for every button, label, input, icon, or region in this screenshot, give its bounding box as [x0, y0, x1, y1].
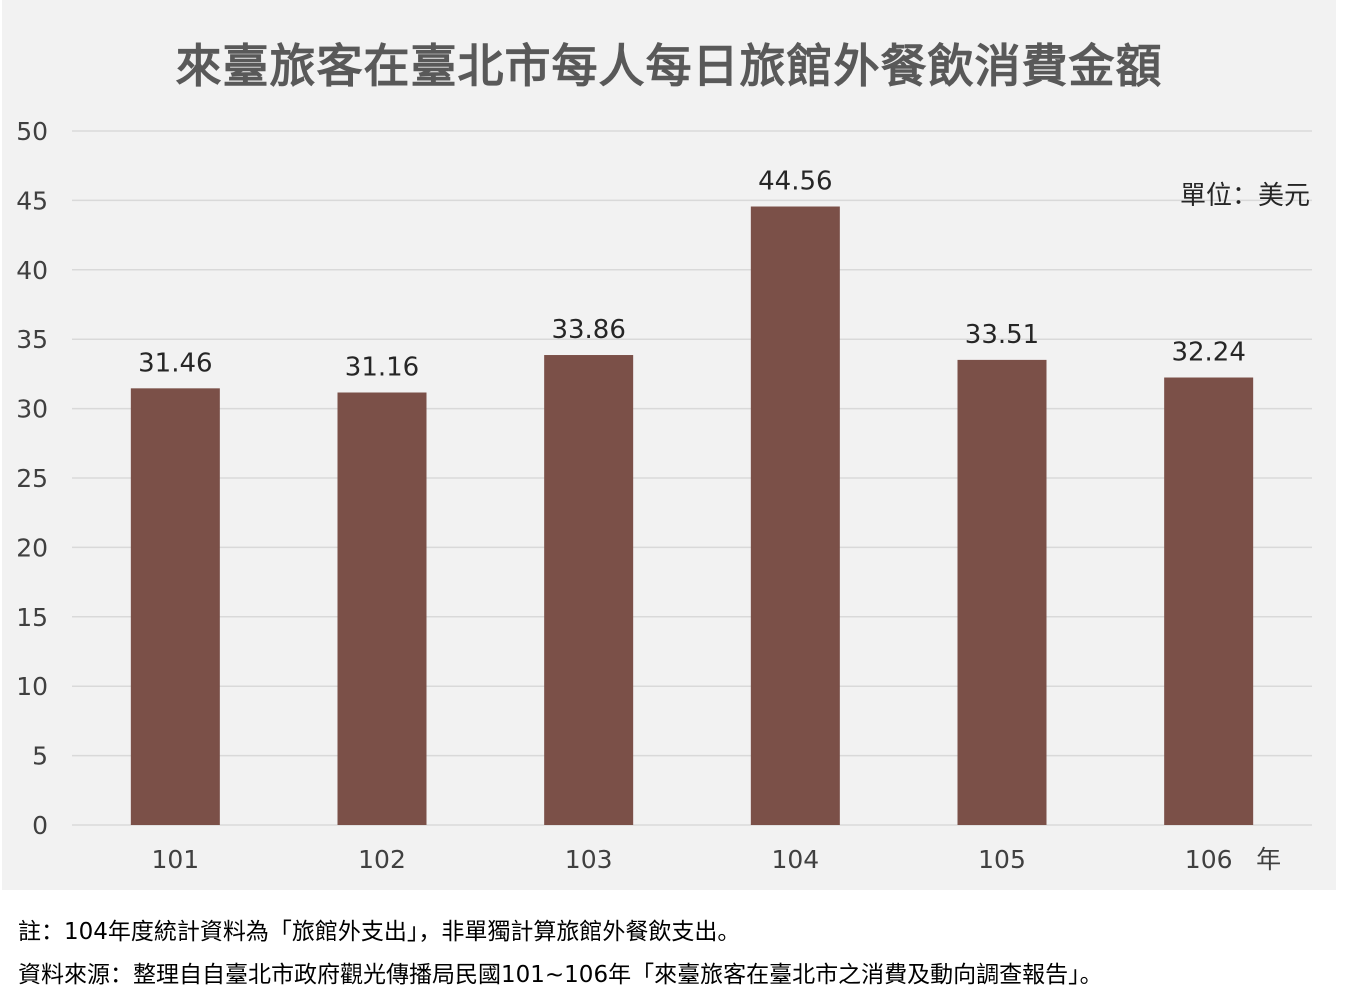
data-label: 31.16 — [345, 352, 419, 382]
source-note: 資料來源：整理自自臺北市政府觀光傳播局民國101~106年「來臺旅客在臺北市之消… — [18, 962, 1103, 988]
y-tick-label: 50 — [16, 117, 48, 146]
y-tick-label: 15 — [16, 603, 48, 632]
data-label: 33.51 — [965, 320, 1039, 350]
x-tick-label: 101 — [151, 845, 199, 874]
x-tick-label: 102 — [358, 845, 406, 874]
y-tick-label: 35 — [16, 325, 48, 354]
footnote: 註：104年度統計資料為「旅館外支出」，非單獨計算旅館外餐飲支出。 — [18, 919, 741, 945]
x-tick-label: 104 — [771, 845, 819, 874]
y-tick-label: 10 — [16, 672, 48, 701]
chart-title: 來臺旅客在臺北市每人每日旅館外餐飲消費金額 — [175, 39, 1163, 93]
bar — [750, 206, 840, 825]
bar — [544, 355, 634, 825]
bar — [130, 388, 220, 825]
x-tick-label: 106 — [1185, 845, 1233, 874]
y-tick-label: 40 — [16, 256, 48, 285]
y-tick-label: 0 — [32, 811, 48, 840]
data-label: 31.46 — [138, 348, 212, 378]
unit-label: 單位：美元 — [1180, 181, 1310, 211]
data-label: 33.86 — [551, 315, 625, 345]
bar-chart: 0 5 10 15 20 25 30 35 40 45 50 31.46 101 31.16 102 33.8… — [16, 117, 1312, 874]
y-tick-label: 20 — [16, 533, 48, 562]
bar — [957, 359, 1047, 825]
y-tick-label: 5 — [32, 742, 48, 771]
x-tick-label: 105 — [978, 845, 1026, 874]
bar — [337, 392, 427, 825]
data-label: 44.56 — [758, 167, 832, 197]
y-tick-label: 25 — [16, 464, 48, 493]
y-tick-label: 45 — [16, 186, 48, 215]
data-label: 32.24 — [1171, 338, 1245, 368]
bar — [1164, 377, 1254, 825]
y-tick-label: 30 — [16, 395, 48, 424]
x-axis-label: 年 — [1256, 845, 1281, 874]
chart-panel: 來臺旅客在臺北市每人每日旅館外餐飲消費金額 0 5 10 15 20 25 30 35 40 45… — [2, 0, 1336, 890]
x-tick-label: 103 — [565, 845, 613, 874]
